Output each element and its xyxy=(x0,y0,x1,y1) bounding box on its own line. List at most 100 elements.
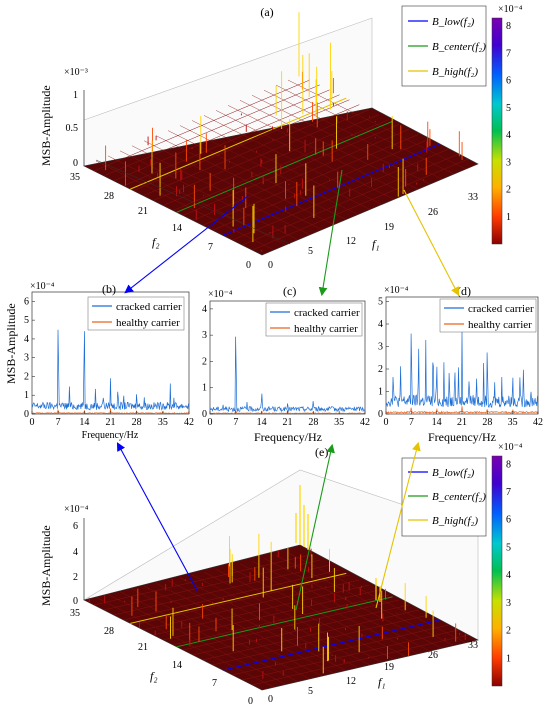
high-line xyxy=(130,572,347,624)
panel-e-ztick-0: 0 xyxy=(73,596,78,607)
arrow-center-e-to-c xyxy=(295,443,335,611)
panel-e-f2tick: 35 xyxy=(70,608,80,619)
surface-gridline xyxy=(227,105,407,195)
colorbar-tick: 2 xyxy=(506,626,511,637)
panel-c-ymultiplier: ×10⁻⁴ xyxy=(208,289,233,300)
panel-d-ymultiplier: ×10⁻⁴ xyxy=(384,285,409,296)
series-cracked-carrier xyxy=(31,329,190,411)
surface-gridline xyxy=(107,594,287,685)
panel-a-zlabel: MSB-Amplitude xyxy=(39,85,53,166)
panel-d-legend-healthy: healthy carrier xyxy=(468,319,532,331)
panel-a-f1tick: 19 xyxy=(384,222,394,233)
center-line xyxy=(176,120,393,213)
panel-e-gridlines xyxy=(93,552,469,688)
panel-e-label: (e) xyxy=(315,445,328,459)
panel-b-ylabel: MSB-Amplitude xyxy=(4,303,18,384)
y-tick-label: 4 xyxy=(378,319,383,330)
panel-b-label: (b) xyxy=(102,282,116,296)
surface-gridline xyxy=(107,155,287,246)
x-tick-label: 42 xyxy=(533,417,543,428)
low-line xyxy=(222,619,439,671)
panel-e-f2tick: 0 xyxy=(248,696,253,707)
y-tick-label: 0 xyxy=(24,409,29,420)
y-tick-label: 4 xyxy=(24,334,29,345)
panel-a-f1-label: f₁ xyxy=(372,237,380,251)
y-tick-label: 4 xyxy=(202,304,207,315)
panel-a-gridlines xyxy=(93,79,469,251)
panel-d-ticks: 0 7 14 21 28 35 42 0 1 2 3 4 5 xyxy=(378,297,543,429)
panel-b-xlabel: Frequency/Hz xyxy=(82,430,139,441)
panel-a-f2tick: 28 xyxy=(104,191,114,202)
panel-a-f2-axis xyxy=(95,159,291,245)
panel-b-ticks: 0 7 14 21 28 35 42 0 1 2 3 4 5 6 xyxy=(24,296,194,428)
panel-e-f2tick: 7 xyxy=(212,678,217,689)
colorbar-tick: 6 xyxy=(506,76,511,87)
x-tick-label: 21 xyxy=(106,417,116,428)
surface-gridline xyxy=(227,566,407,657)
x-tick-label: 0 xyxy=(384,417,389,428)
surface-gridline xyxy=(239,100,419,190)
panel-a-f2-label: f₂ xyxy=(152,235,160,249)
panel-c-xlabel: Frequency/Hz xyxy=(254,430,322,444)
panel-e-f2-label: f₂ xyxy=(150,669,158,683)
surface-gridline xyxy=(131,588,311,680)
surface-gridline xyxy=(191,574,371,666)
panel-d-legend-cracked: cracked carrier xyxy=(468,303,534,315)
y-tick-label: 1 xyxy=(202,383,207,394)
x-tick-label: 14 xyxy=(79,417,89,428)
y-tick-label: 5 xyxy=(378,297,383,308)
y-tick-label: 1 xyxy=(24,390,29,401)
colorbar-tick: 3 xyxy=(506,598,511,609)
x-tick-label: 28 xyxy=(132,417,142,428)
colorbar-tick: 3 xyxy=(506,157,511,168)
panel-e-f2tick: 21 xyxy=(138,642,148,653)
panel-a-f1tick: 0 xyxy=(268,260,273,271)
surface-gridline xyxy=(119,150,299,241)
panel-d-label: (d) xyxy=(457,284,471,298)
surface-gridline xyxy=(131,145,311,235)
arrow-high-e-to-d xyxy=(375,441,421,609)
panel-a-zmultiplier: ×10⁻³ xyxy=(64,67,88,78)
x-tick-label: 14 xyxy=(432,417,442,428)
panel-e-f1tick: 5 xyxy=(308,686,313,697)
connector-arrows xyxy=(116,169,460,611)
panel-a-f2tick: 35 xyxy=(70,172,80,183)
colorbar-tick: 1 xyxy=(506,212,511,223)
x-tick-label: 42 xyxy=(184,417,194,428)
x-tick-label: 21 xyxy=(457,417,467,428)
x-tick-label: 0 xyxy=(208,417,213,428)
panel-c: (c) ×10⁻⁴ Frequency/Hz 0 7 14 21 28 35 42 0 1 2 3 4… xyxy=(202,284,370,444)
panel-d: (d) ×10⁻⁴ Frequency/Hz 0 7 14 21 28 35 42 0 1 2 3 4… xyxy=(378,284,543,444)
surface-gridline xyxy=(167,130,347,220)
panel-b: (b) ×10⁻⁴ MSB-Amplitude Frequency/Hz 0 7 1… xyxy=(4,281,194,441)
colorbar-tick: 4 xyxy=(506,570,511,581)
panel-a-f1tick: 26 xyxy=(428,207,438,218)
surface-gridline xyxy=(95,597,275,688)
colorbar-tick: 4 xyxy=(506,130,511,141)
x-tick-label: 35 xyxy=(334,417,344,428)
panel-e-f1tick: 33 xyxy=(468,640,478,651)
panel-c-ticks: 0 7 14 21 28 35 42 0 1 2 3 4 xyxy=(202,304,370,428)
panel-a-f2tick: 14 xyxy=(172,223,182,234)
arrow-high-a-to-d xyxy=(403,189,460,296)
x-tick-label: 35 xyxy=(508,417,518,428)
surface-gridline xyxy=(263,558,443,649)
x-tick-label: 0 xyxy=(30,417,35,428)
x-tick-label: 28 xyxy=(308,417,318,428)
arrow-low-a-to-b xyxy=(124,195,249,294)
surface-gridline xyxy=(167,580,347,671)
panel-e-colorbar xyxy=(491,455,503,687)
y-tick-label: 3 xyxy=(24,353,29,364)
panel-a: (a) 1 0.5 0 ×10⁻³ MSB-Amplitude 35 28 21… xyxy=(39,4,523,271)
panel-e-f1-label: f₁ xyxy=(378,675,386,689)
panel-a-f2tick: 0 xyxy=(246,260,251,271)
y-tick-label: 3 xyxy=(378,342,383,353)
surface-gridline xyxy=(155,583,335,674)
panel-e-legend-center: B_center(f₂) xyxy=(432,491,486,503)
panel-a-ztick-1: 1 xyxy=(73,90,78,101)
series-healthy-carrier xyxy=(385,406,539,415)
panel-a-f1tick: 5 xyxy=(308,246,313,257)
high-line xyxy=(130,97,347,190)
panel-e-ztick-4: 4 xyxy=(73,547,78,558)
